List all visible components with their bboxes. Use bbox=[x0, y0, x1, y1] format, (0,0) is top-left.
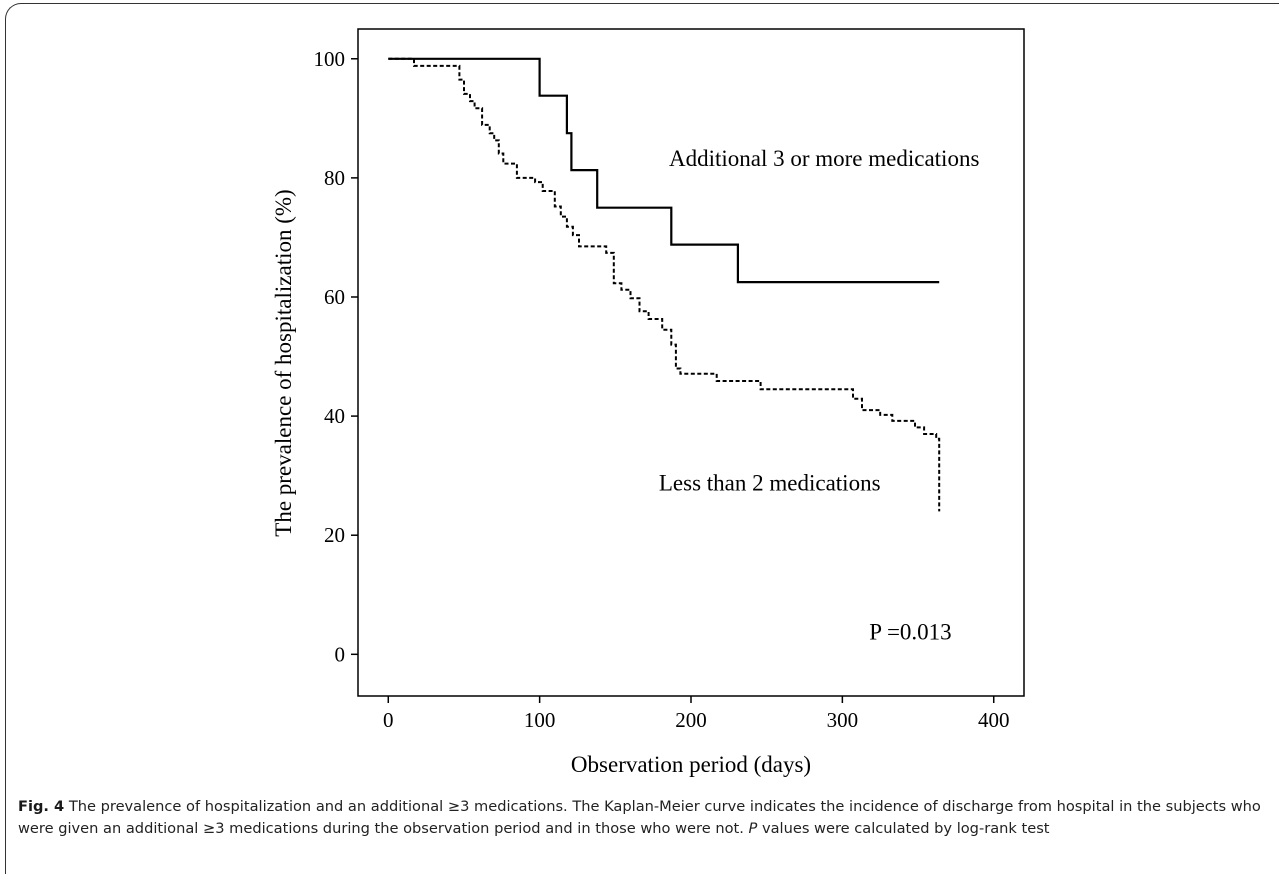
x-axis-label: Observation period (days) bbox=[571, 752, 811, 777]
x-tick-label-3: 300 bbox=[827, 708, 859, 732]
series-line-additional-3-or-more bbox=[388, 57, 940, 284]
x-tick-label-1: 100 bbox=[524, 708, 556, 732]
figure-frame bbox=[5, 3, 1279, 874]
y-tick-label-3: 60 bbox=[324, 285, 345, 309]
annotations-layer: Additional 3 or more medications Less tha… bbox=[659, 146, 980, 644]
caption-italic: P bbox=[748, 820, 758, 837]
x-tick-label-4: 400 bbox=[978, 708, 1010, 732]
x-tick-label-0: 0 bbox=[383, 708, 394, 732]
axis-ticks: 0 100 200 300 400 0 20 40 60 80 100 bbox=[314, 47, 1010, 732]
annotation-0: Additional 3 or more medications bbox=[669, 146, 979, 171]
x-tick-label-2: 200 bbox=[675, 708, 707, 732]
y-tick-label-0: 0 bbox=[335, 642, 346, 666]
caption-text: The prevalence of hospitalization and an… bbox=[18, 798, 1261, 837]
series-line-less-than-2 bbox=[388, 57, 941, 512]
y-axis-label: The prevalence of hospitalization (%) bbox=[271, 189, 296, 536]
y-tick-label-4: 80 bbox=[324, 166, 345, 190]
annotation-1: Less than 2 medications bbox=[659, 471, 881, 496]
y-tick-label-5: 100 bbox=[314, 47, 346, 71]
caption-label: Fig. 4 bbox=[18, 798, 65, 815]
figure-caption: Fig. 4 The prevalence of hospitalization… bbox=[18, 796, 1268, 840]
caption-text-end: values were calculated by log-rank test bbox=[757, 820, 1050, 837]
series-layer bbox=[388, 57, 941, 512]
annotation-2: P =0.013 bbox=[869, 619, 951, 644]
y-tick-label-2: 40 bbox=[324, 404, 345, 428]
plot-area bbox=[357, 28, 1025, 697]
y-tick-label-1: 20 bbox=[324, 523, 345, 547]
